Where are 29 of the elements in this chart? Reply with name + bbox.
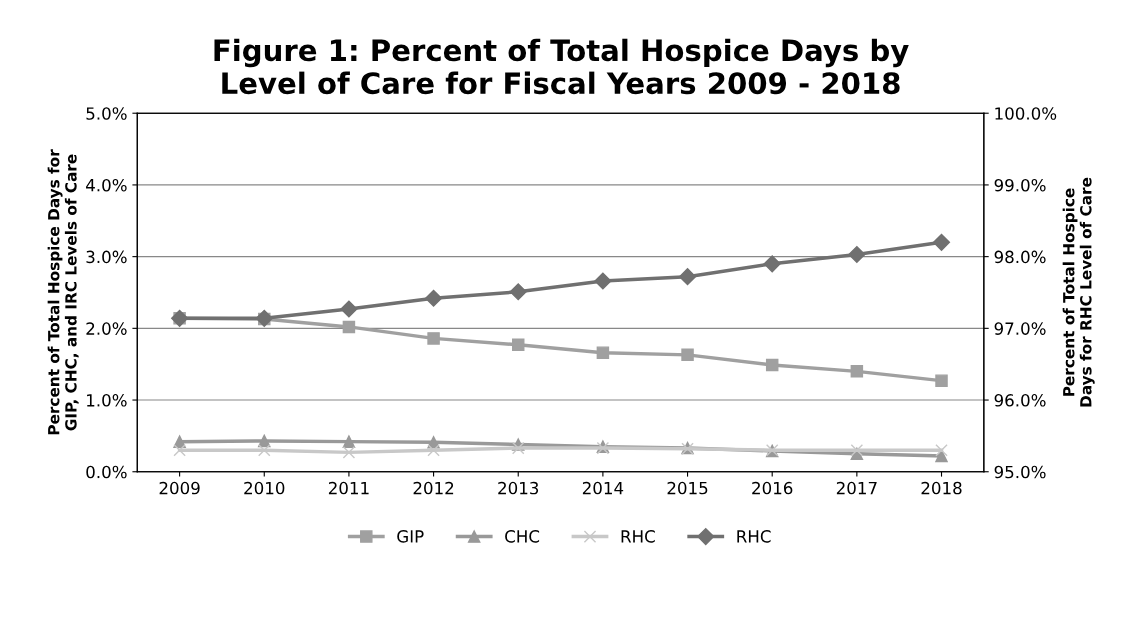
x-tick-label: 2010 [244,481,285,495]
y2-tick-label: 100.0% [995,107,1057,120]
legend-label: RHC [737,530,771,543]
y2-tick-label: 95.0% [994,465,1046,479]
y-tick-label: 2.0% [86,322,127,335]
y-tick-label: 1.0% [87,394,127,407]
x-tick-label: 2017 [836,481,877,495]
y-tick-label: 5.0% [86,107,127,120]
x-tick-label: 2016 [752,481,793,495]
x-tick-label: 2015 [667,481,708,495]
legend-label: CHC [505,530,540,543]
chart-title: Figure 1: Percent of Total Hospice Days by Level of Care for Fiscal Years 2009 - 2018 [214,38,909,95]
y2-tick-label: 99.0% [994,178,1046,192]
y2-tick-label: 98.0% [994,250,1046,264]
y2-axis-title: Percent of Total Hospice Days for RHC Level of Care [1062,177,1095,407]
x-tick-label: 2011 [328,481,369,495]
x-tick-label: 2018 [921,481,962,495]
y2-tick-label: 97.0% [994,322,1046,335]
y-tick-label: 0.0% [86,465,127,479]
y-tick-label: 4.0% [86,178,127,192]
x-tick-label: 2009 [159,481,200,495]
legend-label: RHC [621,530,655,543]
y-axis-title: Percent of Total Hospice Days for GIP, CHC, and IRC Levels of Care [47,149,79,435]
x-tick-label: 2012 [413,481,454,495]
x-tick-label: 2013 [498,481,539,495]
y2-tick-label: 96.0% [994,394,1046,407]
y-tick-label: 3.0% [86,250,127,264]
x-tick-label: 2014 [582,481,624,495]
legend-label: GIP [397,530,424,543]
